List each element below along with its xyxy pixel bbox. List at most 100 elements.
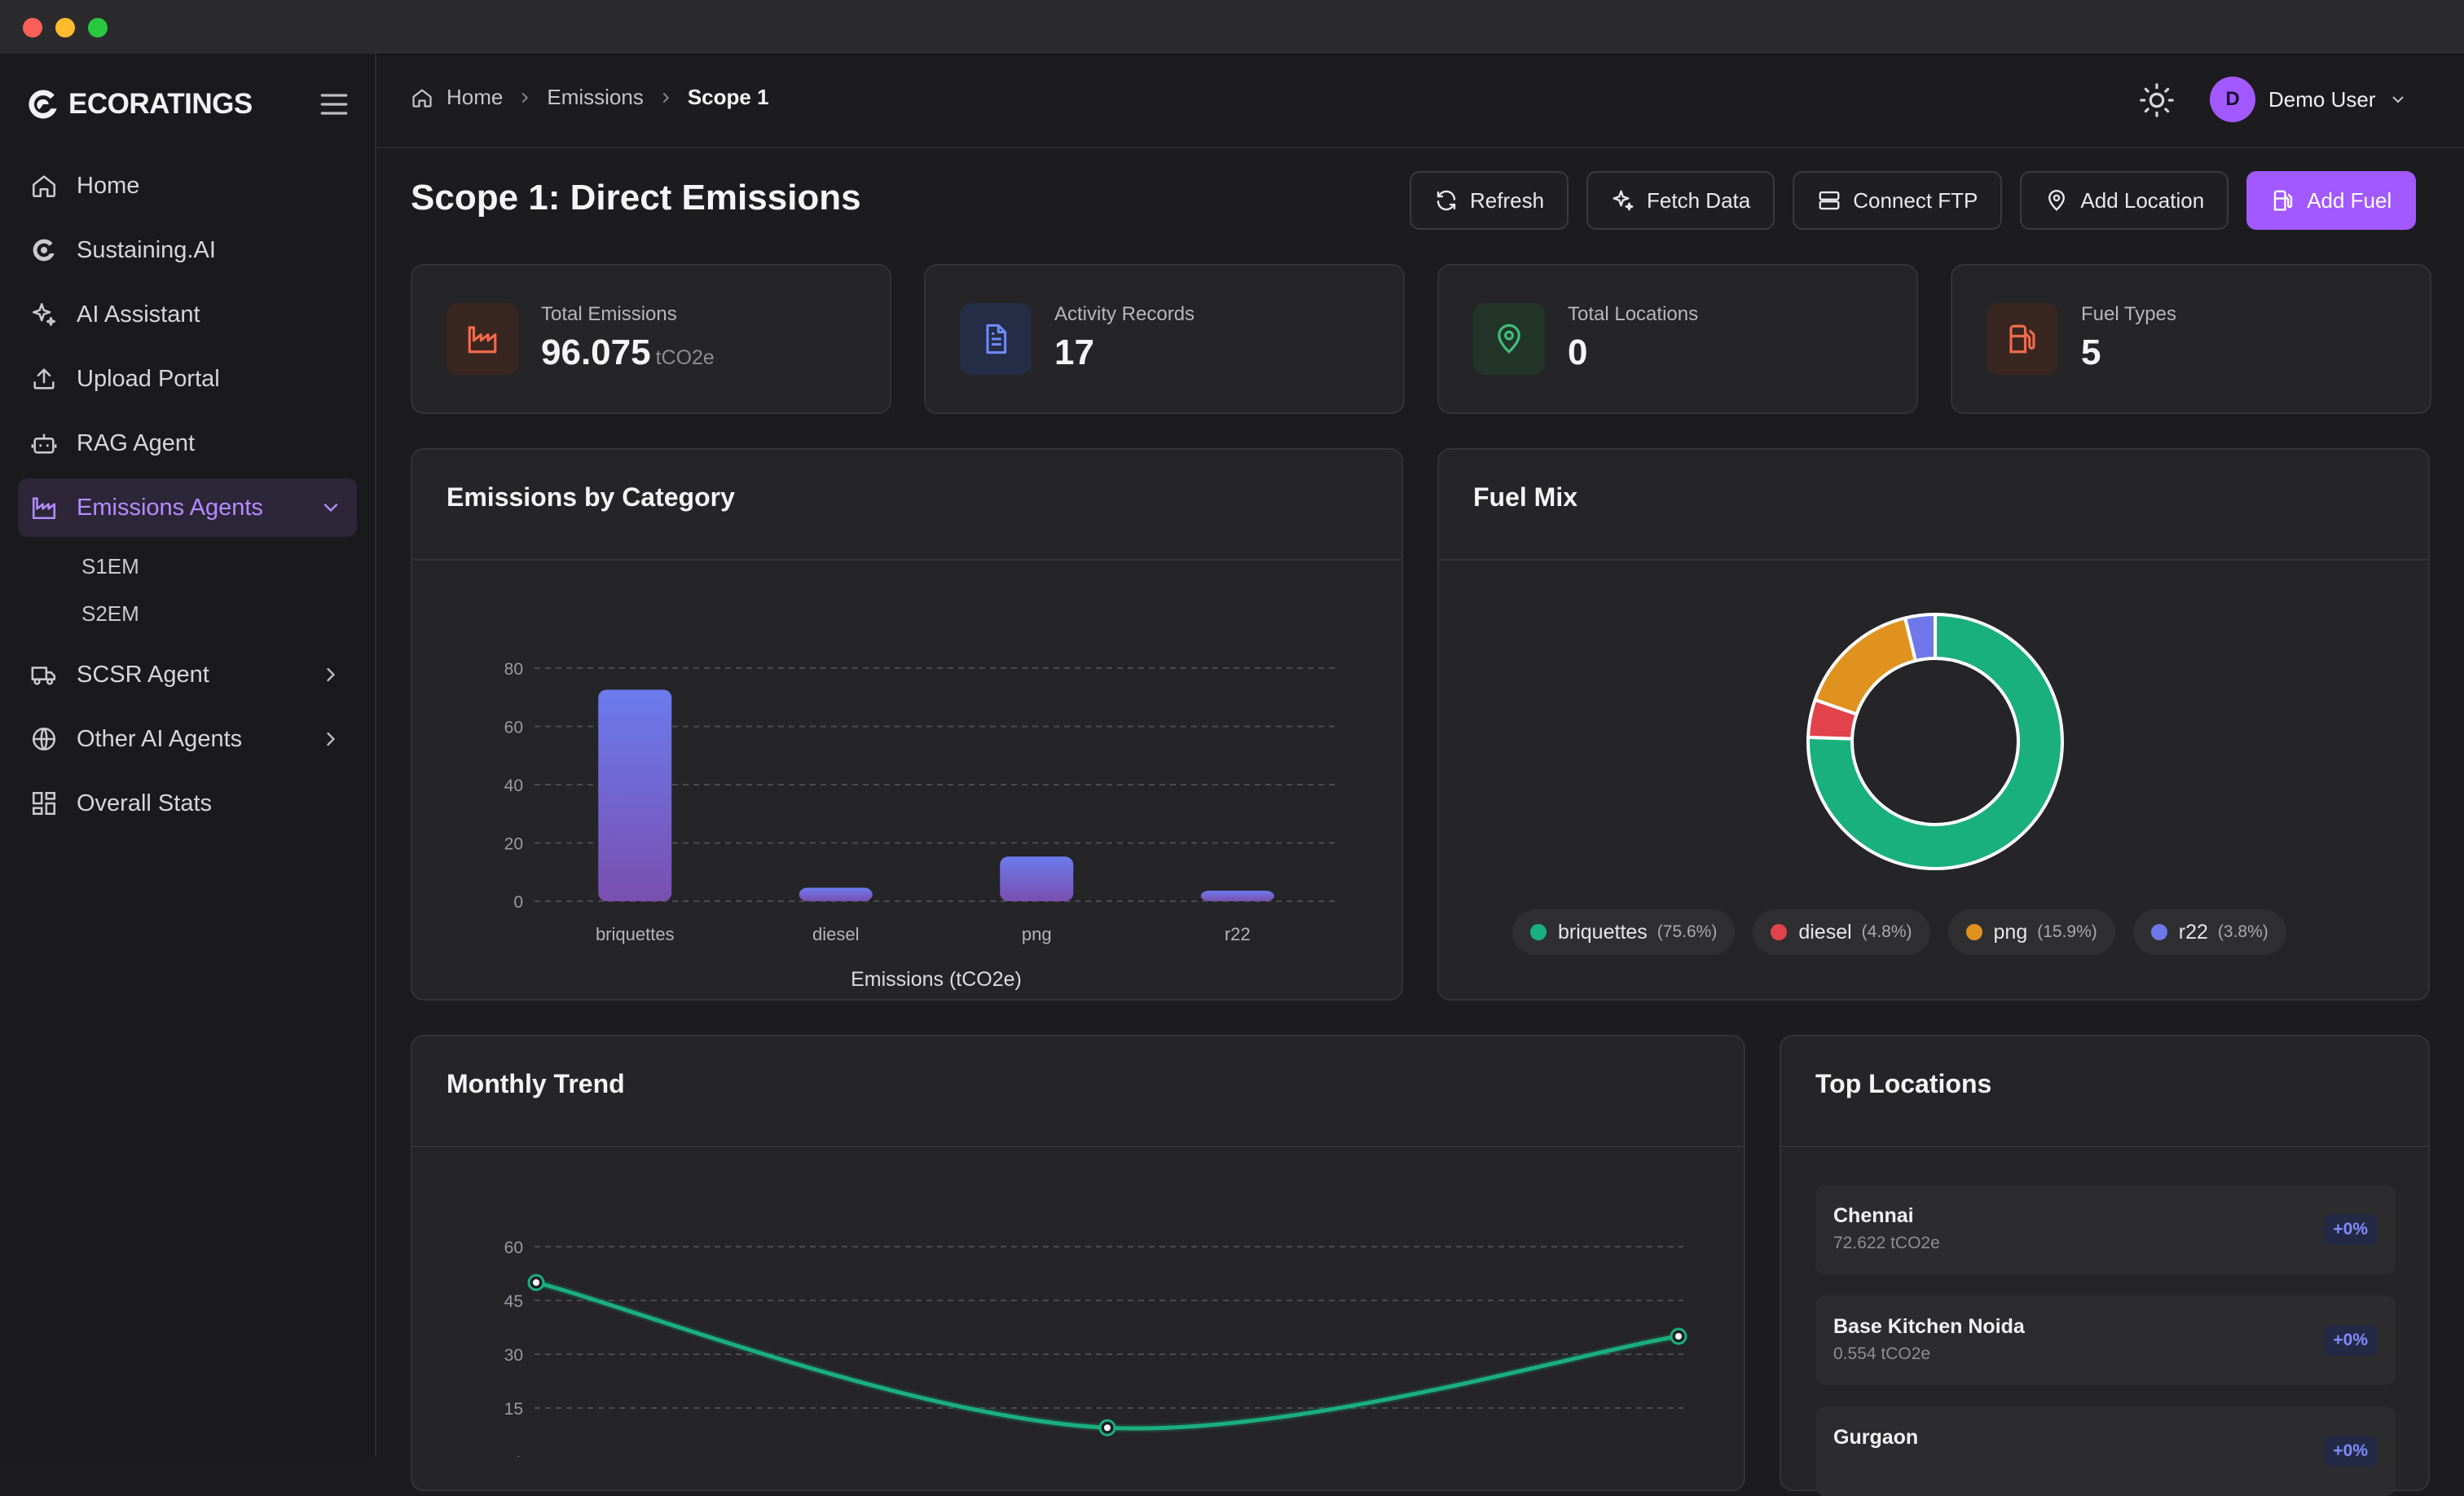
document-icon: [960, 303, 1032, 375]
grid-icon: [29, 789, 59, 818]
sidebar-item-home[interactable]: Home: [18, 156, 357, 215]
breadcrumb-emissions[interactable]: Emissions: [547, 85, 644, 109]
x-axis-label: Emissions (tCO2e): [851, 968, 1022, 991]
y-tick-label: 30: [504, 1346, 523, 1365]
top-bar: Home Emissions Scope 1 D Demo User: [376, 54, 2464, 148]
location-name: Base Kitchen Noida: [1833, 1315, 2025, 1338]
y-tick-label: 60: [504, 719, 523, 737]
brand-logo[interactable]: ECORATINGS: [26, 81, 253, 127]
sidebar-item-label: Sustaining.AI: [77, 236, 216, 263]
fuel-mix-panel: Fuel Mix briquettes (75.6%) diesel (4.8%) …: [1437, 448, 2430, 1001]
sidebar-item-label: Other AI Agents: [77, 725, 243, 752]
x-tick-label: briquettes: [596, 924, 675, 944]
menu-toggle-icon[interactable]: [316, 86, 352, 122]
sidebar-item-scsr-agent[interactable]: SCSR Agent: [18, 645, 357, 704]
y-tick-label: 0: [513, 1454, 523, 1457]
sparkles-icon: [29, 300, 59, 329]
fuel-icon: [2273, 190, 2293, 211]
action-toolbar: Refresh Fetch Data Connect FTP Add Locat…: [1410, 171, 2417, 230]
stat-label: Total Emissions: [541, 303, 677, 325]
legend-dot: [1530, 924, 1547, 940]
chevron-down-icon[interactable]: [319, 496, 342, 519]
location-item[interactable]: Chennai 72.622 tCO2e +0%: [1815, 1185, 2396, 1274]
stat-value: 96.075 tCO2e: [541, 332, 715, 372]
bar-diesel: [799, 887, 873, 901]
close-window-button[interactable]: [23, 18, 42, 37]
map-pin-icon: [1473, 303, 1545, 375]
panel-divider: [1439, 559, 2428, 561]
bar-png: [1000, 856, 1074, 901]
legend-percent: (4.8%): [1861, 922, 1912, 941]
page-title: Scope 1: Direct Emissions: [411, 178, 861, 218]
stat-value: 17: [1054, 332, 1094, 372]
sidebar: ECORATINGS Home Sustaining.AI AI Assista…: [0, 54, 376, 1457]
y-tick-label: 60: [504, 1239, 523, 1257]
brand-name: ECORATINGS: [68, 88, 253, 120]
location-item[interactable]: Gurgaon +0%: [1815, 1406, 2396, 1496]
legend-percent: (75.6%): [1657, 922, 1718, 941]
data-point-center: [533, 1279, 539, 1286]
refresh-icon: [1437, 190, 1456, 211]
upload-icon: [29, 364, 59, 394]
add-location-label: Add Location: [2080, 187, 2205, 213]
window-titlebar: [0, 0, 2464, 55]
chevron-right-icon[interactable]: [319, 728, 342, 750]
fuel-mix-legend: briquettes (75.6%) diesel (4.8%) png (15.9%…: [1512, 909, 2286, 955]
panel-title: Monthly Trend: [447, 1069, 625, 1098]
stat-card-fuel-types: Fuel Types 5: [1951, 264, 2431, 414]
trend-line-glow: [532, 1278, 1683, 1432]
sidebar-subitem-s2em[interactable]: S2EM: [81, 601, 139, 626]
sidebar-item-upload-portal[interactable]: Upload Portal: [18, 350, 357, 408]
sidebar-item-label: Overall Stats: [77, 790, 212, 816]
sidebar-item-ai-assistant[interactable]: AI Assistant: [18, 285, 357, 344]
logo-icon: [29, 235, 59, 265]
sidebar-item-label: RAG Agent: [77, 429, 196, 456]
minimize-window-button[interactable]: [55, 18, 75, 37]
connect-ftp-button[interactable]: Connect FTP: [1793, 171, 2003, 230]
sidebar-item-other-ai-agents[interactable]: Other AI Agents: [18, 710, 357, 768]
add-location-button[interactable]: Add Location: [2020, 171, 2229, 230]
breadcrumb-home[interactable]: Home: [447, 85, 504, 109]
fetch-data-button[interactable]: Fetch Data: [1586, 171, 1775, 230]
change-badge: +0%: [2323, 1436, 2378, 1467]
change-badge: +0%: [2323, 1214, 2378, 1245]
user-menu[interactable]: D Demo User: [2210, 77, 2408, 122]
panel-title: Fuel Mix: [1473, 482, 1578, 512]
sidebar-item-label: Home: [77, 172, 140, 199]
trend-line: [534, 1280, 1681, 1431]
factory-icon: [29, 493, 59, 522]
panel-title: Emissions by Category: [447, 482, 735, 512]
legend-item-r22[interactable]: r22 (3.8%): [2132, 909, 2286, 955]
factory-icon: [447, 303, 518, 375]
sidebar-item-overall-stats[interactable]: Overall Stats: [18, 774, 357, 833]
legend-percent: (3.8%): [2217, 922, 2268, 941]
slice-briquettes: [1806, 613, 2064, 870]
legend-item-png[interactable]: png (15.9%): [1947, 909, 2115, 955]
donut-chart: [1806, 613, 2064, 870]
emissions-by-category-panel: Emissions by Category 0 20 40 60 80 briquette…: [411, 448, 1403, 1001]
legend-item-briquettes[interactable]: briquettes (75.6%): [1512, 909, 1736, 955]
sidebar-item-sustaining-ai[interactable]: Sustaining.AI: [18, 221, 357, 279]
bar-r22: [1200, 891, 1274, 901]
top-locations-panel: Top Locations Chennai 72.622 tCO2e +0% B…: [1780, 1035, 2430, 1496]
refresh-button[interactable]: Refresh: [1410, 171, 1569, 230]
sidebar-item-emissions-agents[interactable]: Emissions Agents: [18, 478, 357, 537]
zoom-window-button[interactable]: [88, 18, 108, 37]
avatar: D: [2210, 77, 2255, 122]
bot-icon: [29, 429, 59, 458]
panel-divider: [412, 559, 1401, 561]
location-item[interactable]: Base Kitchen Noida 0.554 tCO2e +0%: [1815, 1296, 2396, 1385]
sidebar-item-rag-agent[interactable]: RAG Agent: [18, 414, 357, 473]
theme-toggle-icon[interactable]: [2138, 81, 2176, 119]
logo-icon: [29, 90, 57, 119]
legend-percent: (15.9%): [2037, 922, 2097, 941]
sidebar-subitem-s1em[interactable]: S1EM: [81, 553, 139, 579]
panel-divider: [412, 1146, 1744, 1147]
data-point-center: [1675, 1333, 1682, 1340]
legend-item-diesel[interactable]: diesel (4.8%): [1753, 909, 1930, 955]
chevron-right-icon[interactable]: [319, 663, 342, 686]
chevron-down-icon: [2392, 96, 2405, 103]
location-name: Gurgaon: [1833, 1426, 1919, 1449]
location-name: Chennai: [1833, 1204, 1914, 1227]
add-fuel-button[interactable]: Add Fuel: [2246, 171, 2417, 230]
